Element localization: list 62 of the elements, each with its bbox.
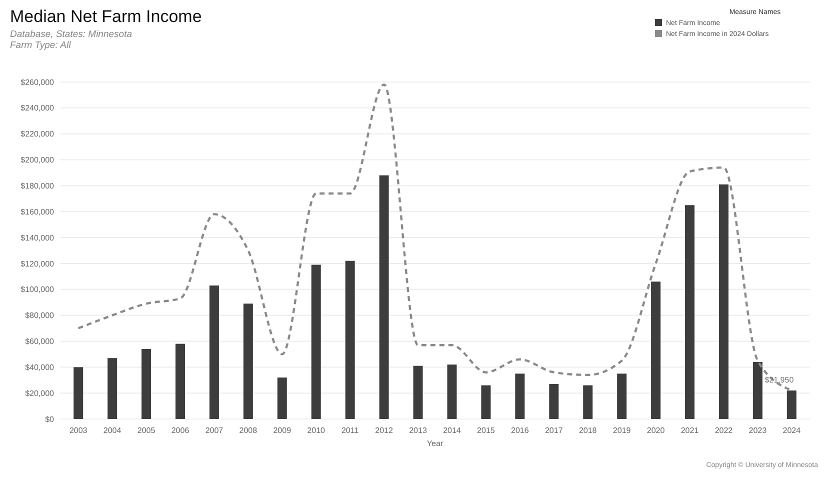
bar (447, 364, 457, 419)
y-tick-label: $0 (45, 414, 55, 424)
bar (142, 349, 152, 419)
x-tick-label: 2019 (612, 426, 632, 435)
bar (685, 205, 695, 419)
bar (515, 374, 525, 419)
x-tick-label: 2013 (409, 426, 428, 435)
y-tick-label: $100,000 (20, 285, 55, 294)
x-tick-label: 2021 (680, 426, 700, 435)
y-tick-label: $140,000 (20, 233, 55, 242)
x-tick-label: 2024 (782, 426, 802, 435)
bar (175, 344, 185, 419)
y-tick-label: $240,000 (20, 104, 55, 113)
chart-subtitle: Database, States: Minnesota Farm Type: All (10, 29, 132, 51)
x-tick-label: 2003 (69, 426, 88, 435)
y-tick-label: $220,000 (20, 130, 55, 139)
x-tick-label: 2008 (239, 426, 258, 435)
x-tick-label: 2005 (137, 426, 156, 435)
x-tick-label: 2009 (273, 426, 292, 435)
x-tick-label: 2015 (477, 426, 496, 435)
y-tick-label: $120,000 (20, 259, 55, 268)
bar (617, 374, 627, 419)
bar (243, 304, 253, 419)
x-tick-label: 2014 (443, 426, 462, 435)
bar (752, 362, 762, 419)
x-tick-label: 2011 (341, 426, 360, 435)
x-tick-label: 2023 (748, 426, 768, 435)
x-tick-label: 2016 (511, 426, 530, 435)
annotation: $21,950 (764, 375, 794, 384)
bar (549, 384, 559, 419)
x-tick-label: 2006 (171, 426, 190, 435)
bar (583, 385, 593, 419)
bar (74, 367, 84, 419)
y-tick-label: $160,000 (20, 207, 55, 216)
y-tick-label: $80,000 (25, 311, 55, 320)
x-tick-label: 2010 (307, 426, 326, 435)
bar (786, 390, 796, 419)
x-axis-title: Year (426, 439, 444, 448)
y-tick-label: $40,000 (25, 362, 55, 372)
bar (651, 282, 661, 419)
y-tick-label: $20,000 (25, 388, 55, 398)
bar (108, 358, 118, 419)
x-tick-label: 2020 (646, 426, 666, 435)
bar (345, 260, 355, 419)
x-tick-label: 2004 (103, 426, 122, 435)
bar (413, 366, 423, 419)
x-tick-label: 2012 (375, 426, 394, 435)
y-tick-label: $260,000 (20, 78, 55, 87)
x-tick-label: 2017 (544, 426, 564, 435)
bar (209, 285, 219, 419)
x-tick-label: 2007 (205, 426, 224, 435)
bar (277, 378, 287, 419)
x-tick-label: 2018 (578, 426, 598, 435)
bar (481, 385, 491, 419)
chart-title: Median Net Farm Income (10, 7, 202, 26)
bar (379, 175, 389, 419)
y-tick-label: $60,000 (25, 337, 55, 346)
bar (311, 264, 321, 419)
x-tick-label: 2022 (714, 426, 734, 435)
bar (718, 184, 728, 419)
y-tick-label: $200,000 (20, 156, 55, 165)
y-tick-label: $180,000 (20, 181, 55, 190)
